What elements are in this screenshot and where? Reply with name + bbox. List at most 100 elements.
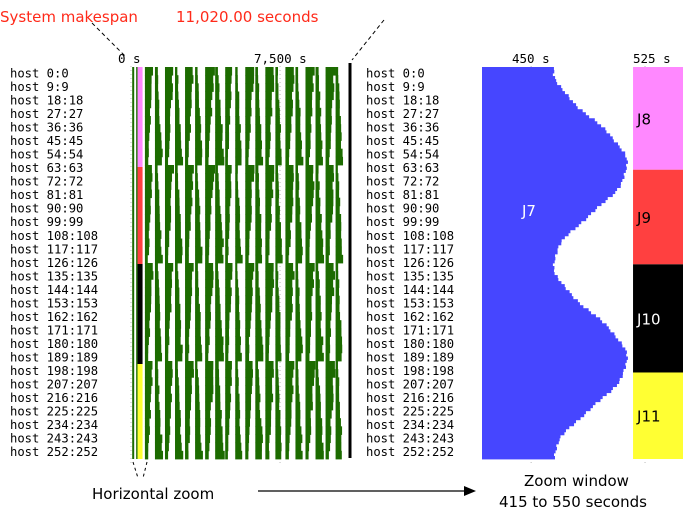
job-bar: [215, 197, 220, 207]
job-bar: [245, 124, 251, 133]
job-bar-j7: [482, 163, 627, 167]
job-bar: [265, 450, 270, 460]
job-bar: [265, 312, 272, 321]
host-label: host 90:90: [10, 202, 83, 216]
job-bar: [245, 393, 252, 403]
job-bar: [205, 214, 211, 223]
job-bar-j7: [482, 377, 620, 381]
host-label: host 18:18: [10, 94, 83, 108]
job-bar: [164, 230, 170, 239]
job-bar: [335, 214, 342, 223]
job-bar: [185, 222, 191, 231]
job-column-group: [205, 67, 216, 460]
job-bar: [164, 287, 172, 297]
job-bar: [295, 263, 299, 272]
job-bar-j7: [482, 383, 617, 388]
job-bar: [295, 165, 298, 174]
job-bar: [335, 99, 340, 109]
job-bar: [205, 263, 214, 272]
job-bar: [154, 320, 160, 329]
job-bar: [305, 312, 313, 321]
job-bar: [195, 279, 199, 288]
job-bar-j7: [482, 166, 627, 170]
job-bar: [175, 418, 181, 427]
host-label: host 0:0: [366, 67, 425, 81]
job-bar: [315, 156, 323, 166]
zoom-dash-left: [132, 461, 139, 479]
job-bar-j7: [482, 178, 623, 182]
job-bar: [215, 418, 222, 427]
job-bar: [315, 91, 321, 101]
job-bar: [315, 385, 321, 395]
job-bar: [205, 156, 209, 166]
job-bar: [285, 328, 291, 337]
job-bar: [265, 165, 275, 174]
job-bar: [325, 434, 331, 444]
job-bar: [175, 377, 179, 386]
job-bar: [164, 189, 172, 199]
job-bar: [305, 230, 311, 239]
job-bar: [255, 393, 261, 403]
job-bar-j7: [482, 154, 626, 158]
host-label: host 162:162: [10, 310, 98, 324]
job-bar-j7: [482, 272, 555, 276]
job-bar: [285, 312, 292, 321]
job-bar: [335, 442, 342, 452]
makespan-value: 11,020.00 seconds: [176, 8, 319, 26]
job-bar: [245, 222, 251, 231]
host-label: host 18:18: [366, 94, 439, 108]
job-bar-j7: [482, 395, 603, 400]
job-bar: [144, 393, 151, 403]
job-bar: [195, 352, 203, 362]
job-bar: [255, 434, 263, 444]
job-bar: [205, 434, 211, 444]
job-bar: [265, 401, 272, 411]
job-bar: [265, 361, 274, 370]
job-bar-j7: [482, 226, 576, 231]
job-bar: [225, 385, 231, 395]
job-bar: [144, 401, 151, 411]
job-bar: [285, 377, 293, 386]
job-bar: [305, 238, 310, 248]
job-bar: [195, 238, 201, 248]
job-bar: [185, 67, 193, 76]
job-bar: [265, 426, 271, 435]
job-bar: [255, 140, 262, 150]
job-bar: [305, 132, 311, 141]
job-bar: [285, 205, 293, 215]
job-bar: [285, 279, 293, 288]
host-label: host 135:135: [10, 269, 98, 283]
job-bar: [305, 83, 314, 92]
job-bar: [154, 165, 158, 174]
job-bar: [154, 369, 159, 378]
host-label: host 171:171: [366, 323, 454, 337]
job-bar: [275, 124, 281, 133]
job-bar-j7: [482, 157, 627, 161]
job-bar-j7: [482, 317, 601, 321]
job-bar: [225, 189, 232, 199]
job-bar: [215, 91, 220, 101]
job-bar: [325, 132, 331, 141]
makespan-label: System makespan: [0, 8, 138, 26]
job-bar: [245, 99, 252, 109]
job-bar: [255, 165, 259, 174]
job-bar: [235, 67, 238, 76]
host-label: host 108:108: [10, 229, 98, 243]
job-bar: [235, 279, 239, 288]
host-label: host 36:36: [10, 121, 83, 135]
job-bar-j7: [482, 353, 627, 357]
job-bar: [235, 148, 242, 158]
job-bar: [315, 75, 319, 84]
job-bar: [144, 214, 151, 223]
job-bar: [315, 287, 320, 297]
job-bar: [285, 336, 290, 346]
job-bar: [325, 312, 332, 321]
job-bar-j7: [482, 401, 596, 406]
job-bar: [305, 442, 310, 452]
job-bar: [335, 67, 339, 76]
job-bar: [275, 107, 280, 117]
job-bar: [215, 393, 221, 403]
job-bar-j7: [482, 190, 616, 195]
job-bar: [245, 385, 252, 395]
job-bar: [255, 173, 259, 182]
